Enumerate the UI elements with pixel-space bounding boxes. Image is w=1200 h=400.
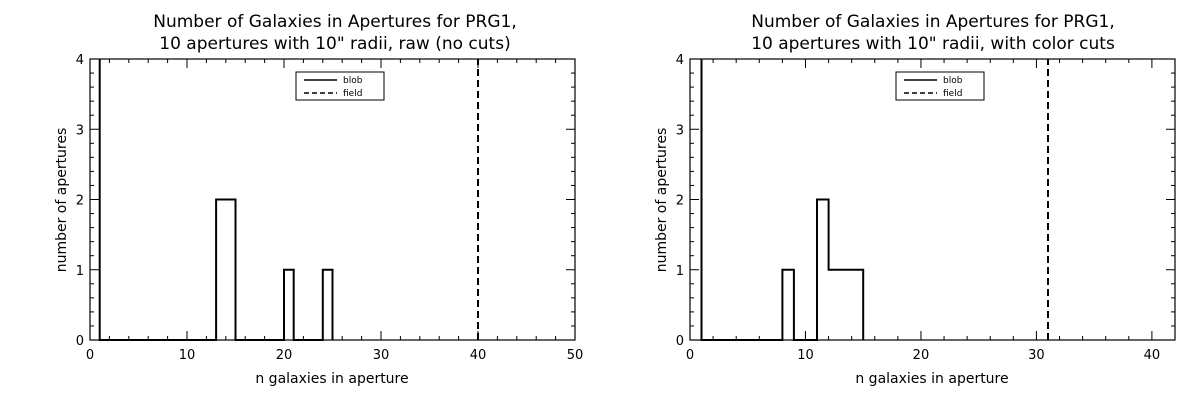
plot-frame [689,58,1176,341]
y-tick-label: 4 [76,53,84,68]
x-tick-label: 0 [686,348,694,363]
legend-entry-blob: blob [343,76,363,86]
x-axis-label: n galaxies in aperture [855,371,1008,387]
x-tick-label: 30 [1028,348,1045,363]
x-tick-label: 20 [913,348,930,363]
series-blob [98,59,334,341]
chart-panel-raw: Number of Galaxies in Apertures for PRG1… [54,12,583,387]
y-tick-label: 1 [76,264,84,279]
series-blob [700,59,865,341]
x-tick-label: 50 [567,348,584,363]
y-tick-label: 2 [76,194,84,209]
x-tick-label: 10 [179,348,196,363]
x-tick-label: 30 [373,348,390,363]
legend: blob field [295,71,385,101]
legend-entry-blob: blob [943,76,963,86]
x-axis-label: n galaxies in aperture [255,371,408,387]
x-tick-label: 20 [276,348,293,363]
y-tick-label: 0 [676,334,684,349]
x-tick-label: 0 [86,348,94,363]
y-tick-label: 3 [76,123,84,138]
chart-title-line-2: 10 apertures with 10" radii, with color … [751,34,1115,54]
legend-box [295,71,385,101]
series-layer [700,59,1049,341]
chart-title-line-1: Number of Galaxies in Apertures for PRG1… [153,12,517,32]
legend: blob field [895,71,985,101]
axis-ticks: 0 10 20 30 40 50 0 1 2 3 4 [76,53,584,363]
series-layer [98,59,479,341]
y-tick-label: 0 [76,334,84,349]
legend-entry-field: field [343,89,362,99]
chart-panel-color-cuts: Number of Galaxies in Apertures for PRG1… [654,12,1176,387]
y-tick-label: 4 [676,53,684,68]
legend-box [895,71,985,101]
y-tick-label: 2 [676,194,684,209]
axis-ticks: 0 10 20 30 40 0 1 2 3 4 [676,53,1176,363]
y-tick-label: 1 [676,264,684,279]
y-axis-label: number of apertures [54,128,70,273]
chart-title-line-1: Number of Galaxies in Apertures for PRG1… [751,12,1115,32]
x-tick-label: 40 [1144,348,1161,363]
y-axis-label: number of apertures [654,128,670,273]
legend-entry-field: field [943,89,962,99]
chart-title-line-2: 10 apertures with 10" radii, raw (no cut… [159,34,510,54]
y-tick-label: 3 [676,123,684,138]
x-tick-label: 40 [470,348,487,363]
x-tick-label: 10 [797,348,814,363]
